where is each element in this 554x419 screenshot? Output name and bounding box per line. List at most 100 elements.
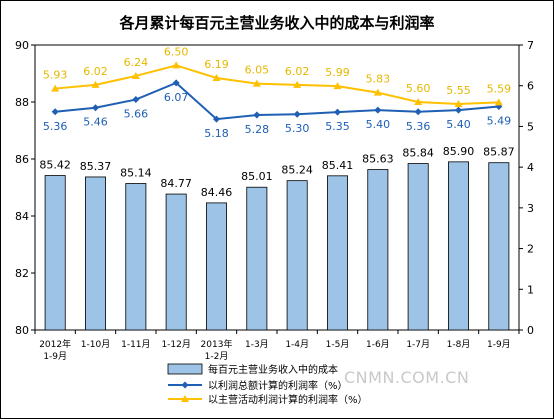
x-axis-tick-label: 1-12月 (161, 339, 190, 350)
chart-title: 各月累计每百元主营业务收入中的成本与利润率 (119, 14, 435, 32)
series-value-label: 5.35 (325, 120, 350, 133)
series-point (373, 88, 382, 96)
legend-swatch-marker (181, 395, 189, 402)
x-axis-tick-label: 1-9月 (43, 351, 67, 362)
bar (206, 202, 227, 331)
series-value-label: 6.02 (83, 65, 108, 78)
left-axis-tick-label: 82 (15, 267, 29, 280)
bar-value-label: 85.24 (281, 164, 313, 177)
series-line-total-profit (55, 81, 499, 121)
x-axis-tick-label: 1-6月 (366, 339, 390, 350)
bar (327, 175, 348, 331)
x-axis-tick-label: 1-7月 (406, 339, 430, 350)
left-axis-tick-label: 84 (15, 210, 29, 223)
series-point (212, 73, 221, 81)
bar-value-label: 85.01 (241, 170, 273, 183)
x-axis-tick-label: 1-8月 (447, 339, 471, 350)
series-value-label: 5.66 (124, 108, 149, 121)
right-axis-tick-label: 4 (527, 161, 534, 174)
series-value-label: 6.24 (124, 56, 149, 69)
series-line-main-profit (55, 64, 499, 106)
series-point (132, 96, 140, 104)
bar-value-label: 85.42 (39, 159, 71, 172)
series-point (51, 108, 59, 116)
bar (367, 169, 389, 331)
x-axis-tick-label: 2012年 (39, 338, 71, 350)
series-value-label: 5.40 (366, 118, 391, 131)
bar-value-label: 85.84 (402, 147, 434, 160)
series-point (172, 79, 180, 87)
bar (246, 186, 268, 331)
series-value-label: 5.30 (285, 122, 310, 135)
series-point (454, 100, 463, 108)
series-point (92, 104, 99, 112)
legend-swatch-bars (167, 363, 203, 375)
series-point (51, 84, 60, 92)
legend-label-bars: 每百元主营业务收入中的成本 (208, 363, 338, 376)
series-point (172, 61, 181, 69)
bar (448, 161, 469, 331)
bar (488, 162, 510, 331)
right-axis-tick-label: 5 (527, 120, 534, 133)
bar (44, 175, 66, 331)
series-point (494, 98, 503, 106)
series-value-label: 5.36 (406, 120, 431, 133)
series-value-label: 5.83 (366, 73, 391, 86)
series-point (252, 79, 261, 87)
bar (125, 183, 147, 331)
legend-label-line: 以利润总额计算的利润率（%） (208, 379, 348, 392)
series-value-label: 5.40 (446, 118, 471, 131)
right-axis-tick-label: 3 (527, 202, 534, 215)
bar (407, 163, 429, 331)
bar-value-label: 85.14 (120, 167, 152, 180)
series-point (293, 80, 302, 88)
bar (286, 180, 308, 331)
left-axis-tick-label: 88 (15, 96, 29, 109)
right-axis-tick-label: 1 (527, 283, 534, 296)
series-point (334, 108, 341, 116)
bar (85, 176, 106, 331)
series-value-label: 5.93 (43, 69, 68, 82)
series-point (213, 115, 220, 123)
right-axis-tick-label: 7 (527, 39, 534, 52)
series-value-label: 6.05 (245, 64, 270, 77)
series-point (293, 110, 301, 118)
right-axis-tick-label: 0 (527, 324, 534, 337)
bar-value-label: 85.37 (80, 160, 112, 173)
x-axis-tick-label: 1-3月 (245, 339, 269, 350)
series-value-label: 6.19 (204, 58, 229, 71)
watermark: CNMN.COM.CN (344, 368, 470, 387)
series-value-label: 5.36 (43, 120, 68, 133)
bar-value-label: 84.77 (160, 177, 192, 190)
series-point (414, 108, 422, 116)
x-axis-tick-label: 1-10月 (81, 339, 110, 350)
series-point (91, 80, 100, 88)
series-value-label: 5.59 (487, 82, 512, 95)
x-axis-tick-label: 2013年 (201, 338, 233, 350)
series-value-label: 5.55 (446, 84, 471, 97)
series-value-label: 5.18 (204, 127, 229, 140)
series-point (253, 111, 261, 119)
left-axis-tick-label: 86 (15, 153, 29, 166)
series-value-label: 5.99 (325, 66, 350, 79)
series-point (455, 106, 462, 114)
x-axis-tick-label: 1-11月 (121, 339, 150, 350)
bar-value-label: 85.90 (443, 145, 475, 158)
series-value-label: 6.07 (164, 91, 189, 104)
x-axis-tick-label: 1-4月 (285, 339, 309, 350)
series-point (131, 71, 140, 79)
legend-swatch-marker (181, 381, 189, 389)
series-value-label: 5.28 (245, 123, 270, 136)
series-point (374, 106, 382, 114)
bar-value-label: 85.63 (362, 153, 394, 166)
left-axis-tick-label: 80 (15, 324, 29, 337)
series-value-label: 5.49 (487, 114, 512, 127)
x-axis-tick-label: 1-9月 (487, 339, 511, 350)
bar-value-label: 85.87 (483, 146, 515, 159)
left-axis-tick-label: 90 (15, 39, 29, 52)
series-point (414, 98, 423, 105)
bar (165, 193, 187, 331)
series-value-label: 6.02 (285, 65, 310, 78)
bar-value-label: 84.46 (201, 186, 233, 199)
